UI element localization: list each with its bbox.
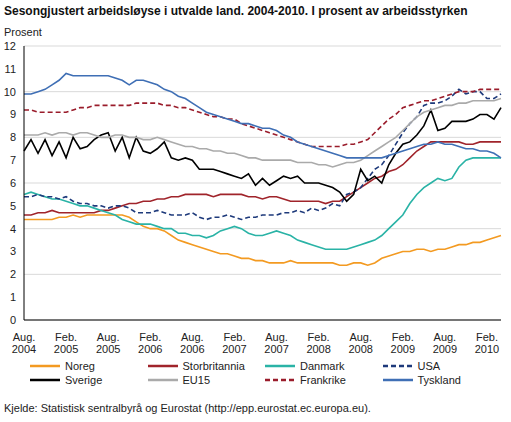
svg-text:Feb.2007: Feb.2007 (222, 331, 246, 355)
html-text:Prosent: Prosent (4, 26, 42, 38)
html-text:Storbritannia: Storbritannia (182, 360, 245, 372)
html-text:Frankrike: Frankrike (300, 374, 346, 386)
svg-text:4: 4 (10, 223, 16, 235)
html-text:Tyskland: Tyskland (417, 374, 461, 386)
svg-text:10: 10 (8, 86, 16, 98)
svg-text:Aug.2004: Aug.2004 (12, 331, 36, 355)
svg-text:8: 8 (10, 131, 16, 143)
svg-text:Feb.2008: Feb.2008 (306, 331, 330, 355)
svg-text:Aug.2007: Aug.2007 (264, 331, 288, 355)
html-text:Sverige: Sverige (65, 374, 103, 386)
svg-text:7: 7 (10, 154, 16, 166)
html-text:Kjelde: Statistisk sentralbyrå: Kjelde: Statistisk sentralbyrå og Eurost… (4, 402, 371, 414)
svg-text:6: 6 (10, 177, 16, 189)
svg-text:Aug.2009: Aug.2009 (433, 331, 457, 355)
svg-text:Feb.2006: Feb.2006 (138, 331, 162, 355)
svg-text:0: 0 (10, 314, 16, 326)
svg-text:Feb.2010: Feb.2010 (475, 331, 499, 355)
html-text:Sesongjustert arbeidsløyse i u: Sesongjustert arbeidsløyse i utvalde lan… (4, 4, 468, 18)
svg-text:12: 12 (8, 40, 16, 52)
svg-text:Feb.2009: Feb.2009 (391, 331, 415, 355)
svg-text:9: 9 (10, 108, 16, 120)
svg-text:11: 11 (8, 63, 16, 75)
svg-text:Aug.2005: Aug.2005 (96, 331, 120, 355)
svg-text:Aug.2006: Aug.2006 (180, 331, 204, 355)
html-text:Danmark: Danmark (300, 360, 345, 372)
svg-text:1: 1 (10, 291, 16, 303)
html-text:Noreg: Noreg (65, 360, 95, 372)
html-text:EU15: EU15 (182, 374, 210, 386)
svg-text:3: 3 (10, 245, 16, 257)
html-text:USA: USA (417, 360, 441, 372)
svg-text:Aug.2008: Aug.2008 (348, 331, 372, 355)
svg-text:2: 2 (10, 268, 16, 280)
svg-text:Feb.2005: Feb.2005 (54, 331, 78, 355)
svg-text:5: 5 (10, 200, 16, 212)
